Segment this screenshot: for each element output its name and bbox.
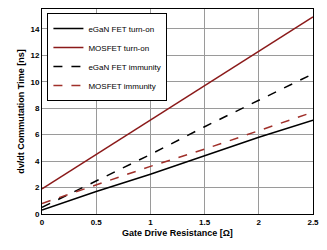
svg-text:2: 2 (35, 183, 40, 192)
svg-text:0: 0 (35, 210, 40, 219)
svg-text:6: 6 (35, 130, 40, 139)
svg-text:0.5: 0.5 (91, 218, 103, 227)
svg-text:14: 14 (30, 25, 39, 34)
svg-text:1: 1 (148, 218, 153, 227)
svg-text:MOSFET immunity: MOSFET immunity (88, 82, 155, 91)
svg-text:dv/dt Commutation Time [ns]: dv/dt Commutation Time [ns] (16, 49, 26, 173)
svg-text:8: 8 (35, 104, 40, 113)
svg-text:Gate Drive Resistance [Ω]: Gate Drive Resistance [Ω] (122, 228, 233, 238)
svg-text:MOSFET turn-on: MOSFET turn-on (88, 44, 149, 53)
svg-text:2.5: 2.5 (307, 218, 319, 227)
svg-text:0: 0 (40, 218, 45, 227)
svg-text:12: 12 (30, 51, 39, 60)
svg-text:4: 4 (35, 157, 40, 166)
svg-text:2: 2 (257, 218, 262, 227)
svg-text:eGaN FET turn-on: eGaN FET turn-on (88, 25, 154, 34)
svg-text:10: 10 (30, 78, 39, 87)
svg-text:eGaN FET immunity: eGaN FET immunity (88, 63, 160, 72)
svg-text:1.5: 1.5 (199, 218, 211, 227)
